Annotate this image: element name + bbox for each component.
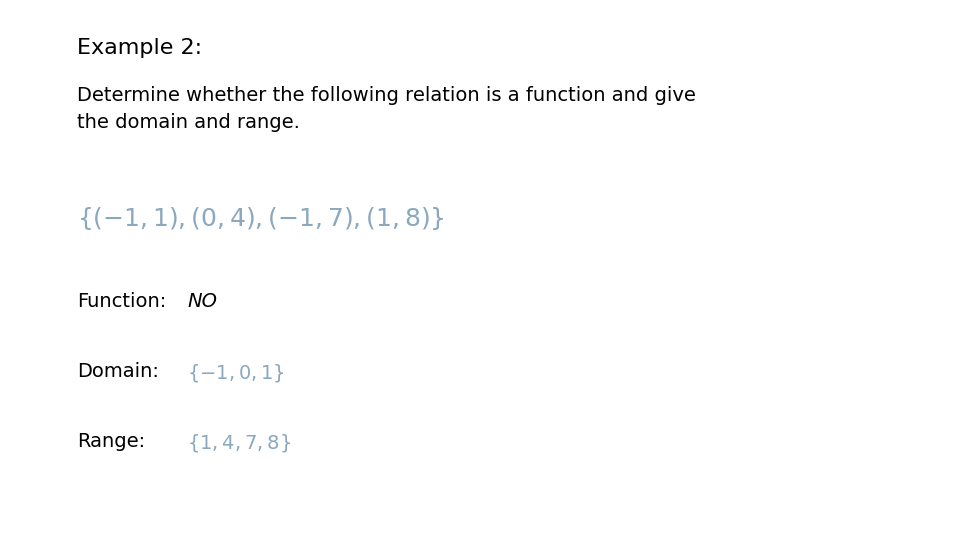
Text: Function:: Function: (77, 292, 166, 310)
Text: $\{(-1,1),(0,4),(-1,7),(1,8)\}$: $\{(-1,1),(0,4),(-1,7),(1,8)\}$ (77, 205, 444, 232)
Text: NO: NO (187, 292, 217, 310)
Text: Determine whether the following relation is a function and give
the domain and r: Determine whether the following relation… (77, 86, 696, 132)
Text: Range:: Range: (77, 432, 145, 451)
Text: $\{-1,0,1\}$: $\{-1,0,1\}$ (187, 362, 285, 384)
Text: $\{1,4,7,8\}$: $\{1,4,7,8\}$ (187, 432, 291, 454)
Text: Example 2:: Example 2: (77, 38, 202, 58)
Text: Domain:: Domain: (77, 362, 158, 381)
